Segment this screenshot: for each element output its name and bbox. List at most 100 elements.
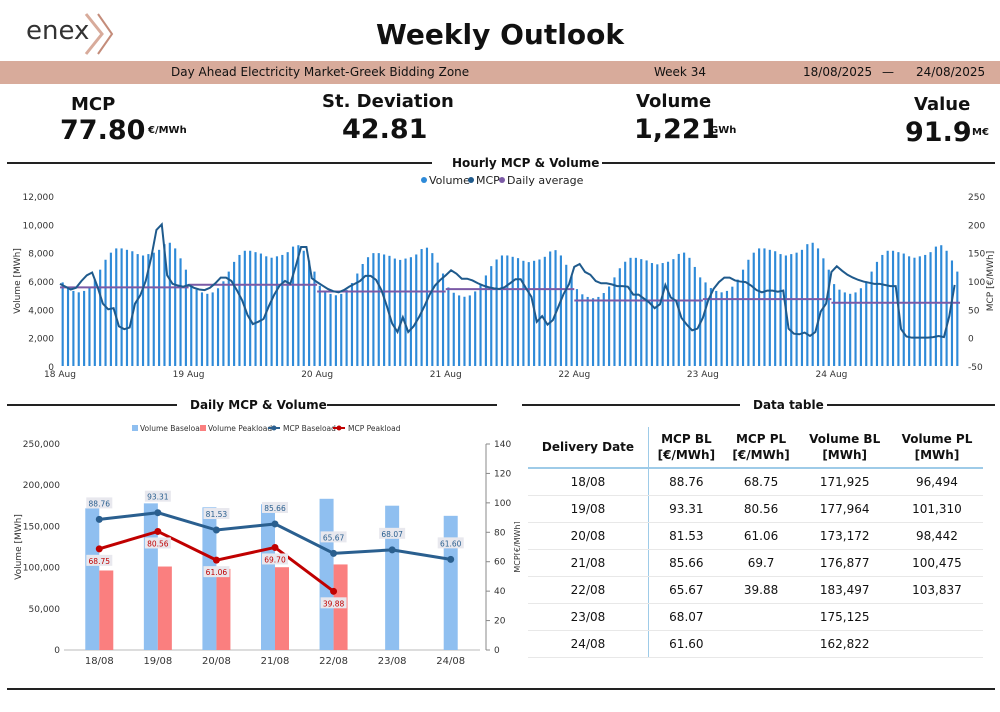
volume-bar — [597, 296, 600, 366]
volume-bar — [291, 246, 295, 366]
data-label-bg — [144, 537, 171, 549]
x-tick-label: 19/08 — [143, 656, 172, 667]
volume-bar — [484, 275, 487, 366]
table-cell — [890, 630, 983, 658]
volume-bar — [543, 256, 546, 366]
volume-bar — [93, 279, 96, 366]
x-tick-label: 22 Aug — [558, 370, 590, 380]
volume-bar — [763, 248, 766, 366]
volume-bar — [184, 269, 187, 366]
volume-bar — [313, 271, 316, 366]
legend-marker — [499, 177, 505, 183]
volume-bar — [104, 259, 107, 366]
volume-bar — [436, 262, 439, 366]
volume-bar — [731, 286, 734, 366]
volume-bar — [506, 255, 509, 366]
volume-bar — [409, 257, 412, 366]
x-tick-label: 24/08 — [436, 656, 465, 667]
volume-bar — [924, 254, 927, 366]
volume-bar — [404, 258, 407, 366]
volume-bar — [516, 258, 520, 366]
volume-bar — [693, 266, 696, 366]
volume-bar — [329, 293, 332, 366]
x-tick-label: 23 Aug — [687, 370, 719, 380]
volume-bar — [790, 254, 793, 366]
volume-bar — [238, 254, 241, 366]
volume-bar — [158, 249, 161, 366]
table-row: 20/08 81.53 61.06 173,172 98,442 — [528, 522, 983, 550]
table-header-cell: Delivery Date — [528, 427, 649, 468]
table-cell — [890, 603, 983, 631]
volume-bar — [575, 289, 579, 366]
table-cell — [723, 630, 799, 658]
volume-bar — [645, 260, 648, 366]
volume-bar — [902, 253, 905, 366]
volume-bar — [795, 252, 798, 366]
volume-bar — [441, 273, 445, 366]
table-row: 19/08 93.31 80.56 177,964 101,310 — [528, 495, 983, 523]
volume-bar — [88, 286, 91, 366]
mcp-baseload-label: 88.76 — [89, 499, 111, 508]
volume-baseload-bar — [143, 503, 158, 650]
x-tick-label: 19 Aug — [173, 370, 205, 380]
legend-label: MCP Peakload — [348, 424, 401, 433]
y-tick-label: 0 — [54, 646, 60, 656]
kpi-volume-unit: GWh — [710, 125, 737, 136]
volume-bar — [206, 293, 209, 366]
mcp-peakload-label: 80.56 — [147, 539, 169, 548]
legend-marker — [132, 425, 138, 431]
legend-label: Volume Baseload — [140, 424, 205, 433]
volume-bar — [591, 298, 595, 366]
kpi-mcp-label: MCP — [71, 94, 116, 115]
y-tick-label: 4,000 — [28, 306, 54, 316]
table-cell: 88.76 — [648, 468, 724, 496]
table-cell: 23/08 — [528, 603, 649, 631]
volume-bar — [447, 287, 450, 366]
y2-tick-label: -50 — [968, 363, 983, 373]
table-cell: 176,877 — [798, 549, 891, 577]
section-divider — [7, 162, 432, 164]
table-cell: 61.60 — [648, 630, 724, 658]
table-cell: 22/08 — [528, 576, 649, 604]
volume-bar — [495, 259, 498, 366]
section-divider — [522, 404, 740, 406]
volume-bar — [768, 249, 771, 366]
volume-bar — [340, 293, 343, 366]
mcp-baseload-label: 81.53 — [206, 510, 228, 519]
volume-bar — [479, 284, 482, 366]
y2-tick-label: 120 — [494, 469, 511, 479]
x-tick-label: 23/08 — [378, 656, 407, 667]
volume-bar — [940, 245, 943, 366]
page-title: Weekly Outlook — [376, 18, 624, 51]
y2-tick-label: 0 — [968, 335, 974, 345]
volume-bar — [275, 256, 279, 366]
week-label: Week 34 — [654, 65, 706, 79]
date-to: 24/08/2025 — [916, 65, 986, 79]
volume-bar — [672, 259, 675, 366]
table-cell: 61.06 — [723, 522, 799, 550]
volume-bar — [415, 254, 418, 366]
volume-bar — [934, 246, 937, 366]
y-tick-label: 6,000 — [28, 278, 54, 288]
volume-bar — [538, 259, 541, 366]
volume-bar — [650, 263, 654, 366]
table-cell: 21/08 — [528, 549, 649, 577]
y-tick-label: 10,000 — [23, 221, 55, 231]
mcp-baseload-point — [95, 515, 103, 523]
volume-bar — [216, 288, 220, 366]
volume-bar — [565, 264, 568, 366]
y-tick-label: 250,000 — [23, 440, 60, 450]
table-cell: 177,964 — [798, 495, 891, 523]
y2-tick-label: 60 — [494, 558, 506, 568]
date-separator: — — [882, 65, 894, 79]
table-cell: 98,442 — [890, 522, 983, 550]
table-row: 18/08 88.76 68.75 171,925 96,494 — [528, 468, 983, 496]
table-cell: 80.56 — [723, 495, 799, 523]
volume-bar — [827, 269, 830, 366]
data-label-bg — [86, 497, 113, 509]
volume-bar — [950, 260, 954, 366]
volume-bar — [511, 256, 514, 366]
kpi-mcp-unit: €/MWh — [148, 125, 187, 136]
table-cell: 183,497 — [798, 576, 891, 604]
volume-bar — [500, 255, 504, 366]
